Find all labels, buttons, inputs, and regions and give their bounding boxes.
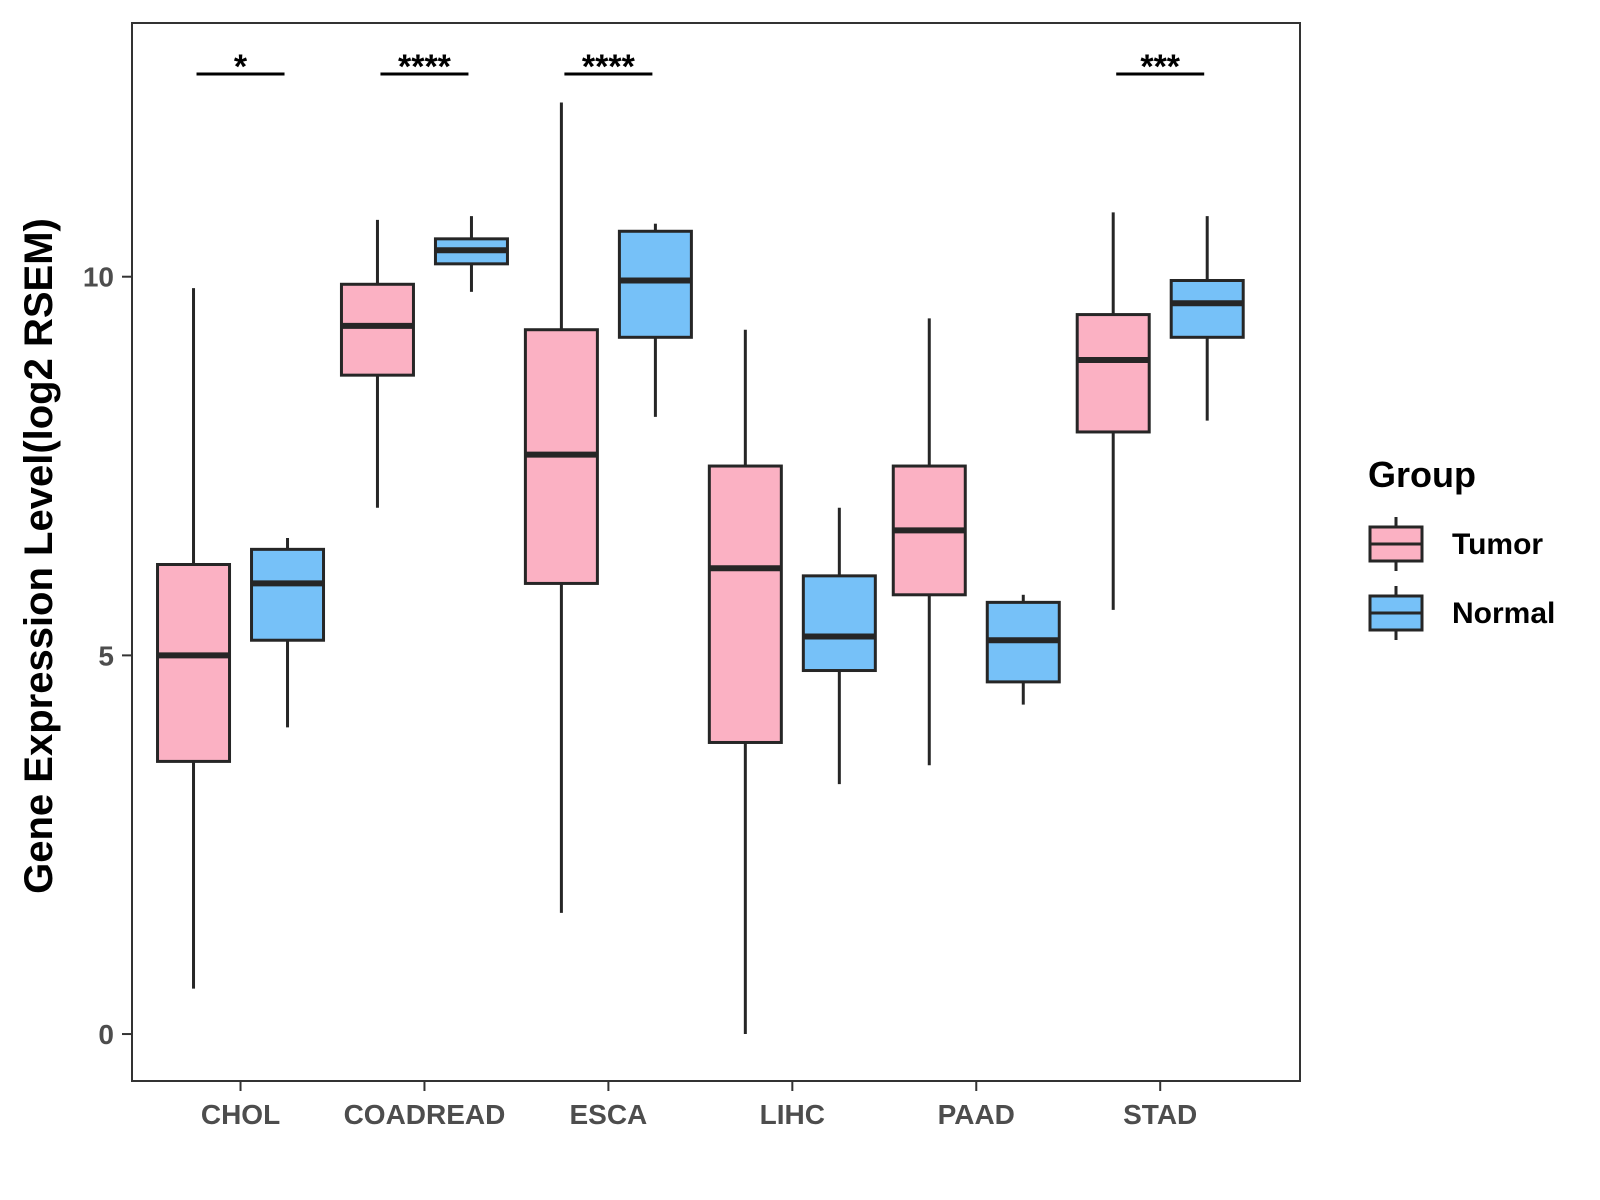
y-axis-title: Gene Expression Level(log2 RSEM) (17, 218, 61, 894)
box-normal-esca (617, 223, 693, 417)
x-tick-label-esca: ESCA (569, 1099, 647, 1130)
x-tick-label-stad: STAD (1123, 1099, 1197, 1130)
x-axis: CHOL COADREAD ESCA LIHC PAAD STAD (201, 1081, 1197, 1130)
box-tumor-esca (523, 102, 599, 913)
box-normal-chol (250, 537, 326, 728)
x-tick-label-chol: CHOL (201, 1099, 280, 1130)
significance-label: **** (398, 48, 452, 86)
iqr-box (1075, 313, 1151, 434)
significance-esca: **** (564, 48, 653, 86)
legend-item-tumor: Tumor (1368, 517, 1543, 571)
iqr-box (1169, 278, 1245, 339)
legend-title: Group (1368, 454, 1476, 495)
iqr-box (339, 282, 415, 377)
box-tumor-stad (1075, 212, 1151, 610)
box-normal-coadread (433, 216, 509, 292)
x-tick-label-lihc: LIHC (760, 1099, 825, 1130)
iqr-box (617, 229, 693, 339)
legend-label-tumor: Tumor (1452, 528, 1543, 561)
box-normal-stad (1169, 216, 1245, 421)
iqr-box (801, 574, 877, 673)
iqr-box (707, 464, 783, 744)
y-tick-label-5: 5 (98, 640, 114, 671)
significance-coadread: **** (380, 48, 469, 86)
box-tumor-coadread (339, 219, 415, 508)
significance-chol: * (196, 48, 285, 86)
iqr-box (156, 562, 232, 763)
y-axis: 0 5 10 (83, 262, 132, 1050)
legend-item-normal: Normal (1368, 586, 1555, 640)
legend: Group Tumor Normal (1368, 454, 1555, 640)
x-tick-label-paad: PAAD (938, 1099, 1015, 1130)
box-tumor-paad (891, 318, 967, 766)
y-tick-label-10: 10 (83, 262, 114, 293)
iqr-box (250, 547, 326, 642)
box-tumor-chol (156, 288, 232, 989)
legend-label-normal: Normal (1452, 597, 1555, 630)
significance-label: * (234, 48, 248, 86)
x-tick-label-coadread: COADREAD (344, 1099, 506, 1130)
significance-annotations: * **** **** *** (196, 48, 1205, 86)
significance-stad: *** (1116, 48, 1205, 86)
box-tumor-lihc (707, 329, 783, 1035)
significance-label: **** (582, 48, 636, 86)
significance-label: *** (1140, 48, 1180, 86)
y-tick-label-0: 0 (98, 1019, 114, 1050)
box-normal-paad (985, 594, 1061, 705)
boxes (156, 102, 1245, 1035)
box-normal-lihc (801, 507, 877, 785)
